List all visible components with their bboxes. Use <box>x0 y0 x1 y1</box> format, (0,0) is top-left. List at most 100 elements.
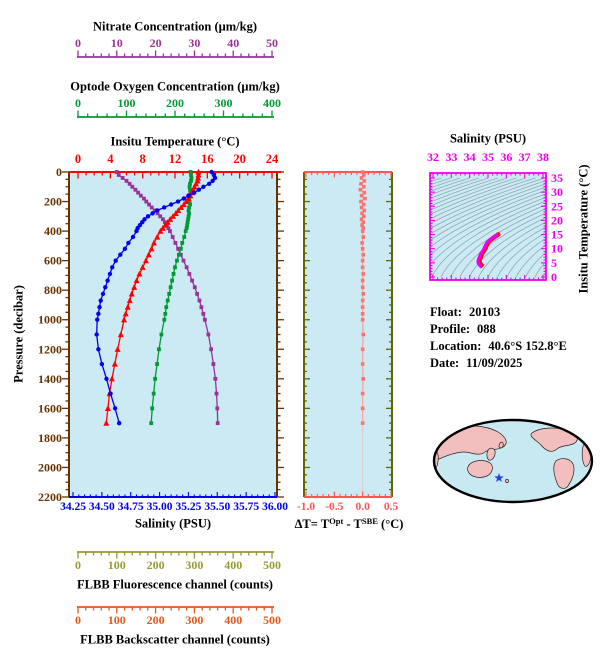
svg-text:34.50: 34.50 <box>89 501 115 513</box>
pressure-axis: 0 200 400 600 800 1000 1200 1400 1600 1800 2000 220… <box>38 165 284 504</box>
location-line: Location: 40.6°S 152.8°E <box>430 339 567 353</box>
svg-text:15: 15 <box>551 228 563 242</box>
svg-text:200: 200 <box>147 613 165 627</box>
ts-curve <box>476 232 501 269</box>
svg-text:35.75: 35.75 <box>233 501 259 513</box>
svg-text:50: 50 <box>266 36 278 50</box>
svg-text:24: 24 <box>266 152 279 166</box>
salinity-axis-title: Salinity (PSU) <box>134 516 212 531</box>
svg-text:200: 200 <box>166 96 184 110</box>
svg-text:1600: 1600 <box>38 401 62 415</box>
svg-text:0: 0 <box>75 96 81 110</box>
profile-number-line: Profile: 088 <box>430 322 496 336</box>
svg-text:300: 300 <box>215 96 233 110</box>
svg-text:12: 12 <box>169 152 182 166</box>
svg-text:0: 0 <box>75 558 81 572</box>
svg-text:25: 25 <box>551 199 563 213</box>
svg-text:600: 600 <box>44 254 62 268</box>
delta-t-curve <box>358 170 367 425</box>
flbb-backscatter-axis: 0 100 200 300 400 500 <box>75 606 281 627</box>
svg-text:34.75: 34.75 <box>118 501 144 513</box>
ts-temperature-axis-title: Insitu Temperature (°C) <box>576 164 591 294</box>
backscatter-axis-title: FLBB Backscatter channel (counts) <box>80 632 270 647</box>
svg-text:35.00: 35.00 <box>147 501 173 513</box>
delta-t-panel: -1.0 -0.5 0.0 0.5 <box>297 171 399 513</box>
delta-t-axis-title: ΔT= TOpt - TSBE (°C) <box>295 516 404 532</box>
delta-t-label-post: (°C) <box>377 517 404 531</box>
svg-text:1200: 1200 <box>38 342 62 356</box>
temperature-axis: 0 4 8 12 16 20 24 <box>69 152 281 179</box>
float-id-line: Float: 20103 <box>430 305 501 319</box>
nitrate-axis-title: Nitrate Concentration (μm/kg) <box>93 19 257 34</box>
svg-text:36.00: 36.00 <box>262 501 288 513</box>
svg-text:0: 0 <box>551 270 557 284</box>
nitrate-curve <box>114 170 220 426</box>
svg-text:20: 20 <box>233 152 246 166</box>
svg-text:20: 20 <box>551 213 563 227</box>
svg-text:35.25: 35.25 <box>175 501 201 513</box>
svg-text:5: 5 <box>551 256 557 270</box>
world-map <box>432 418 594 504</box>
delta-t-label-pre: ΔT= T <box>294 517 330 531</box>
svg-text:10: 10 <box>551 242 563 256</box>
svg-text:-0.5: -0.5 <box>325 501 343 513</box>
main-plot-area <box>69 172 277 497</box>
svg-text:200: 200 <box>147 558 165 572</box>
svg-text:0: 0 <box>75 613 81 627</box>
delta-t-label-sup-opt: Opt <box>329 516 344 526</box>
svg-text:35.50: 35.50 <box>204 501 230 513</box>
svg-text:500: 500 <box>263 613 281 627</box>
svg-text:400: 400 <box>224 613 242 627</box>
svg-text:500: 500 <box>263 558 281 572</box>
svg-text:0.5: 0.5 <box>384 501 399 513</box>
svg-text:8: 8 <box>140 152 146 166</box>
svg-text:100: 100 <box>108 558 126 572</box>
nitrate-axis: 0 10 20 30 40 50 <box>75 36 278 58</box>
svg-text:0: 0 <box>56 165 62 179</box>
svg-text:1000: 1000 <box>38 313 62 327</box>
svg-text:1400: 1400 <box>38 372 62 386</box>
svg-text:30: 30 <box>188 36 200 50</box>
svg-text:400: 400 <box>263 96 281 110</box>
svg-text:0: 0 <box>75 152 81 166</box>
svg-text:200: 200 <box>44 195 62 209</box>
svg-text:1800: 1800 <box>38 431 62 445</box>
svg-text:300: 300 <box>185 558 203 572</box>
float-location-marker <box>494 473 504 482</box>
oxygen-axis-title: Optode Oxygen Concentration (μm/kg) <box>70 79 280 94</box>
svg-text:20: 20 <box>150 36 162 50</box>
temperature-axis-title: Insitu Temperature (°C) <box>110 134 240 149</box>
fluorescence-axis-title: FLBB Fluorescence channel (counts) <box>77 577 273 592</box>
svg-text:34.25: 34.25 <box>60 501 86 513</box>
delta-t-label-mid: - T <box>343 517 362 531</box>
svg-text:0.0: 0.0 <box>355 501 370 513</box>
ts-salinity-axis-title: Salinity (PSU) <box>449 131 527 146</box>
svg-text:30: 30 <box>551 185 563 199</box>
svg-text:4: 4 <box>107 152 114 166</box>
svg-text:800: 800 <box>44 283 62 297</box>
svg-text:35: 35 <box>551 171 563 185</box>
svg-text:32: 32 <box>427 150 439 164</box>
salinity-axis: 34.25 34.50 34.75 35.00 35.25 35.50 35.75 36.00 <box>60 492 288 513</box>
svg-text:-1.0: -1.0 <box>297 501 315 513</box>
svg-text:35: 35 <box>482 150 494 164</box>
temperature-curve <box>103 168 202 426</box>
svg-text:2000: 2000 <box>38 460 62 474</box>
oxygen-axis: 0 100 200 300 400 <box>75 96 281 118</box>
svg-text:40: 40 <box>227 36 239 50</box>
pressure-axis-title: Pressure (decibar) <box>11 285 26 383</box>
svg-text:400: 400 <box>224 558 242 572</box>
delta-t-label-sup-sbe: SBE <box>361 516 378 526</box>
svg-text:2200: 2200 <box>38 490 62 504</box>
svg-text:10: 10 <box>111 36 123 50</box>
svg-text:33: 33 <box>445 150 457 164</box>
svg-text:0: 0 <box>75 36 81 50</box>
svg-text:100: 100 <box>118 96 136 110</box>
salinity-curve <box>94 169 218 426</box>
svg-text:34: 34 <box>464 150 476 164</box>
svg-text:100: 100 <box>108 613 126 627</box>
svg-text:300: 300 <box>185 613 203 627</box>
